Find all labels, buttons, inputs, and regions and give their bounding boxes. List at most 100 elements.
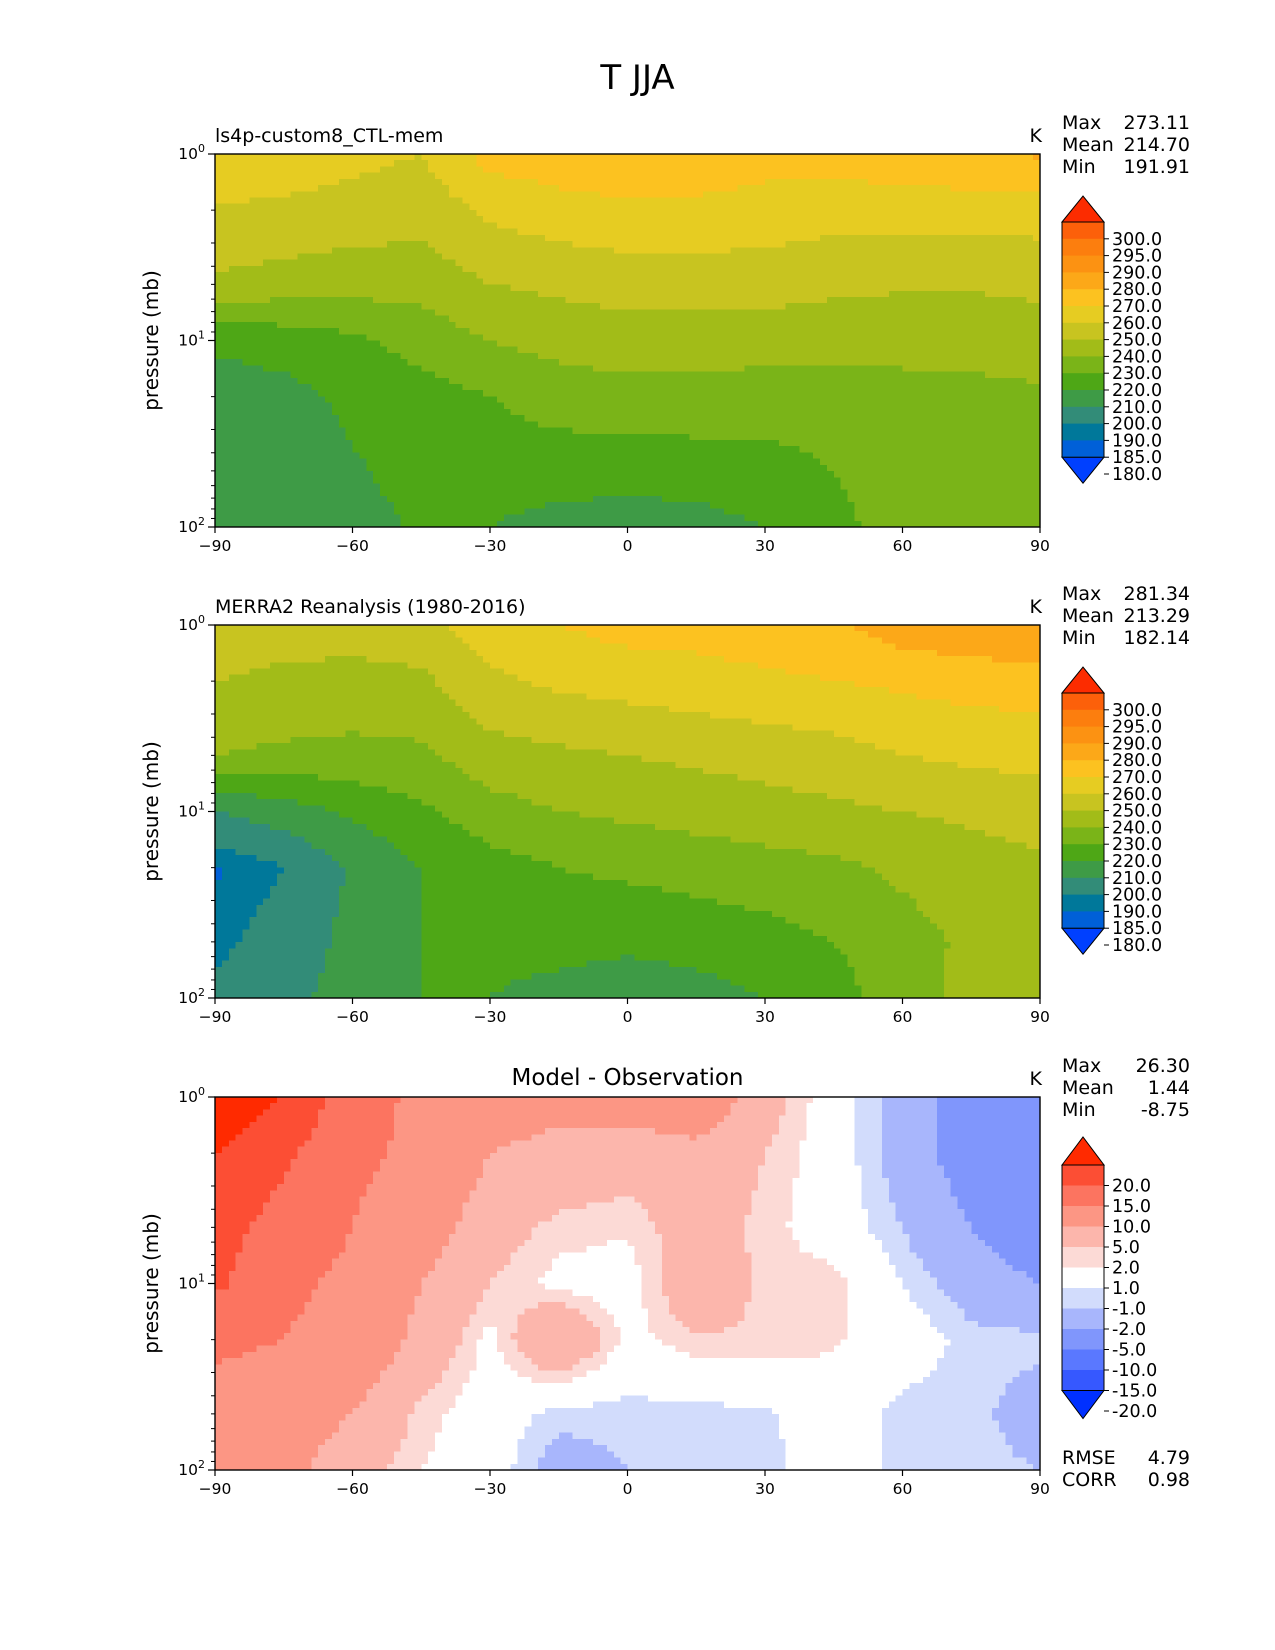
contour-cell <box>971 247 979 255</box>
contour-cell <box>737 265 745 273</box>
contour-cell <box>551 303 560 311</box>
contour-cell <box>930 340 938 348</box>
contour-cell <box>276 352 285 360</box>
contour-cell <box>545 178 553 186</box>
contour-cell <box>572 408 580 416</box>
contour-cell <box>716 278 725 286</box>
contour-cell <box>826 390 835 398</box>
contour-cell <box>703 346 711 354</box>
contour-cell <box>393 259 402 267</box>
contour-cell <box>655 228 663 236</box>
contour-cell <box>1033 346 1041 354</box>
contour-cell <box>957 396 965 404</box>
contour-cell <box>428 321 436 329</box>
contour-cell <box>462 284 470 292</box>
contour-cell <box>263 390 271 398</box>
contour-cell <box>600 408 608 416</box>
contour-cell <box>765 197 773 205</box>
contour-cell <box>579 185 587 192</box>
contour-cell <box>606 241 615 248</box>
contour-cell <box>407 247 415 255</box>
contour-cell <box>400 296 409 304</box>
contour-cell <box>606 328 615 335</box>
contour-cell <box>345 359 354 366</box>
contour-cell <box>744 365 752 373</box>
contour-cell <box>668 222 677 230</box>
contour-cell <box>799 222 807 230</box>
contour-cell <box>730 377 739 385</box>
contour-cell <box>820 396 828 404</box>
contour-cell <box>861 371 869 379</box>
contour-cell <box>565 309 574 317</box>
contour-cell <box>414 222 422 230</box>
contour-cell <box>930 197 938 205</box>
contour-cell <box>558 408 567 416</box>
contour-cell <box>799 340 807 348</box>
contour-cell <box>675 172 684 180</box>
contour-cell <box>276 241 285 248</box>
contour-cell <box>517 185 525 192</box>
contour-cell <box>771 284 780 292</box>
contour-cell <box>311 340 319 348</box>
contour-cell <box>930 234 938 242</box>
contour-cell <box>799 166 807 174</box>
contour-cell <box>421 296 429 304</box>
contour-cell <box>964 278 972 286</box>
contour-cell <box>936 321 945 329</box>
contour-cell <box>428 377 436 385</box>
contour-cell <box>524 334 532 342</box>
contour-cell <box>998 303 1007 311</box>
contour-cell <box>613 191 622 199</box>
contour-cell <box>943 309 952 317</box>
contour-cell <box>682 371 690 379</box>
contour-cell <box>565 228 574 236</box>
contour-cell <box>386 290 395 298</box>
contour-cell <box>978 328 986 335</box>
contour-cell <box>689 359 697 366</box>
contour-cell <box>985 365 993 373</box>
contour-cell <box>1026 216 1034 223</box>
contour-cell <box>847 166 855 174</box>
contour-cell <box>792 154 800 161</box>
contour-cell <box>744 228 752 236</box>
contour-cell <box>469 290 477 298</box>
contour-cell <box>888 303 897 311</box>
contour-cell <box>606 185 615 192</box>
contour-cell <box>737 371 745 379</box>
contour-cell <box>861 340 869 348</box>
contour-cell <box>572 396 580 404</box>
contour-cell <box>524 209 532 217</box>
contour-cell <box>634 408 642 416</box>
contour-cell <box>290 265 299 273</box>
contour-cell <box>840 247 849 255</box>
contour-cell <box>380 321 388 329</box>
contour-cell <box>1005 191 1014 199</box>
contour-cell <box>840 284 849 292</box>
contour-cell <box>689 154 697 161</box>
contour-cell <box>352 315 360 323</box>
contour-cell <box>407 359 415 366</box>
contour-cell <box>386 384 395 391</box>
contour-cell <box>276 346 285 354</box>
contour-cell <box>386 247 395 255</box>
contour-cell <box>620 365 629 373</box>
contour-cell <box>407 166 415 174</box>
contour-cell <box>338 247 347 255</box>
contour-cell <box>765 390 773 398</box>
contour-cell <box>923 359 931 366</box>
contour-cell <box>778 166 787 174</box>
contour-cell <box>806 185 814 192</box>
contour-cell <box>503 309 512 317</box>
contour-cell <box>895 328 904 335</box>
contour-cell <box>696 278 704 286</box>
contour-cell <box>565 234 574 242</box>
contour-cell <box>249 265 257 273</box>
contour-cell <box>785 384 794 391</box>
contour-cell <box>1026 303 1034 311</box>
contour-cell <box>875 315 883 323</box>
contour-cell <box>847 191 855 199</box>
contour-cell <box>407 340 415 348</box>
contour-cell <box>1026 160 1034 168</box>
contour-cell <box>648 265 656 273</box>
contour-cell <box>600 278 608 286</box>
